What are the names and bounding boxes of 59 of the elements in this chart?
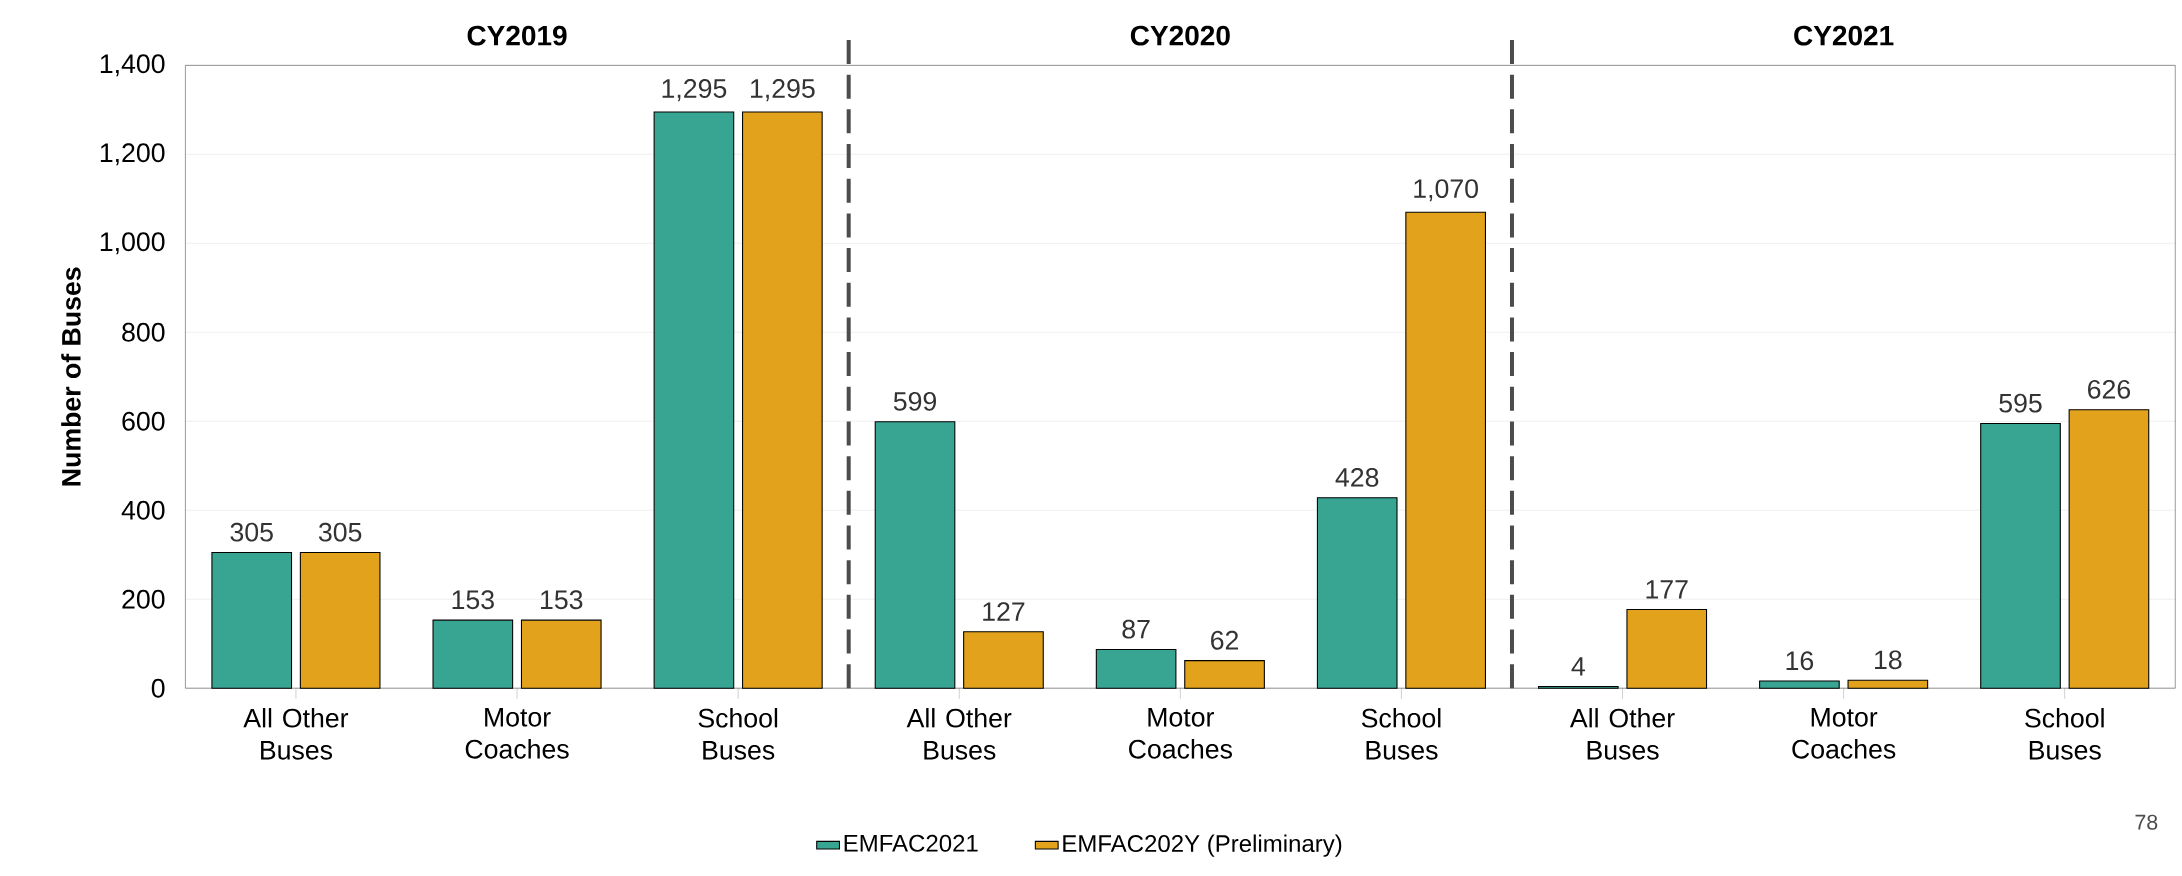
bar (1626, 608, 1708, 689)
bar (1184, 659, 1265, 689)
x-tick-label: All Other Buses (243, 707, 349, 760)
y-tick-label: 200 (122, 589, 165, 609)
text: CY2020 (1130, 25, 1230, 46)
bar (1095, 648, 1177, 689)
bar (742, 111, 823, 689)
bar (1980, 422, 2061, 689)
data-label: 87 (1122, 619, 1150, 639)
bar (874, 421, 956, 689)
data-label: 127 (983, 602, 1025, 621)
data-label: 595 (1999, 393, 2042, 413)
x-tick-label: School Buses (698, 707, 778, 760)
bar (299, 551, 381, 689)
text: CY2019 (467, 25, 567, 46)
x-tick-label: Motor Coaches (465, 707, 569, 759)
text: 78 (2135, 814, 2158, 830)
y-tick-label: 400 (121, 500, 165, 520)
data-label: 177 (1646, 580, 1688, 599)
bar (211, 551, 293, 689)
bar (653, 111, 735, 689)
y-tick-label: 1,200 (100, 143, 165, 166)
y-tick-label: 600 (122, 411, 165, 431)
data-label: 16 (1786, 651, 1814, 671)
y-tick-label: 800 (122, 322, 165, 342)
data-label: 305 (318, 522, 362, 542)
y-tick-label: 1,000 (100, 232, 165, 255)
x-tick-label: All Other Buses (1569, 707, 1675, 760)
legend-label: EMFAC202Y (Preliminary) (1063, 834, 1342, 857)
y-tick-label: 0 (151, 678, 165, 698)
data-label: 1,070 (1414, 179, 1478, 202)
bar (1759, 680, 1840, 689)
data-label: 626 (2088, 379, 2131, 399)
text: CY2021 (1794, 25, 1894, 46)
x-tick-label: School Buses (2025, 707, 2104, 760)
data-label: 305 (230, 522, 273, 542)
bar (1847, 679, 1929, 689)
x-tick-label: All Other Buses (906, 707, 1012, 760)
x-tick-label: Motor Coaches (1129, 707, 1232, 759)
x-tick-label: Motor Coaches (1792, 707, 1896, 759)
data-label: 4 (1571, 657, 1585, 676)
bar (432, 619, 514, 689)
legend-label: EMFAC2021 (844, 834, 978, 852)
bar (520, 619, 602, 689)
bar (2068, 409, 2150, 689)
data-label: 18 (1875, 650, 1902, 670)
y-axis-title: Number of Buses (61, 267, 81, 486)
data-label: 153 (541, 590, 583, 610)
data-label: 153 (452, 590, 494, 610)
bar (1316, 497, 1398, 689)
x-tick-label: School Buses (1361, 707, 1441, 760)
y-tick-label: 1,400 (100, 54, 165, 77)
bar (1405, 211, 1486, 689)
data-label: 62 (1211, 630, 1239, 650)
data-label: 1,295 (751, 78, 815, 101)
data-label: 428 (1335, 467, 1379, 487)
data-label: 1,295 (662, 78, 727, 101)
bar (963, 631, 1044, 689)
data-label: 599 (893, 391, 936, 411)
